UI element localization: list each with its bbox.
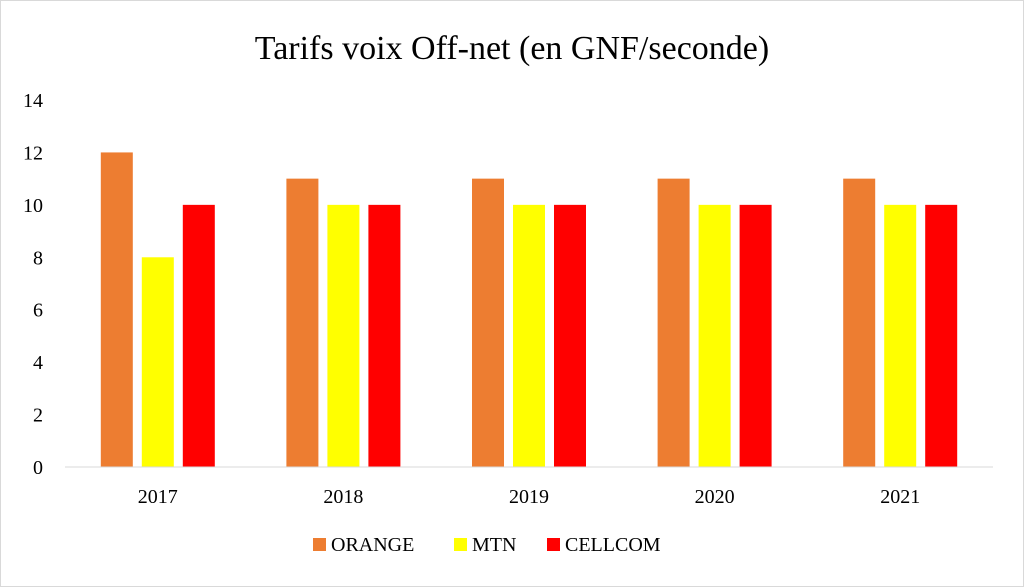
bar-mtn-2020 xyxy=(698,204,731,467)
legend-swatch xyxy=(454,538,467,551)
y-tick-label: 2 xyxy=(33,405,43,427)
x-tick-label: 2018 xyxy=(323,486,363,508)
y-tick-label: 12 xyxy=(23,142,43,164)
x-tick-label: 2021 xyxy=(880,486,920,508)
y-tick-label: 14 xyxy=(23,90,43,112)
y-tick-label: 6 xyxy=(33,300,43,322)
legend-label: MTN xyxy=(472,534,516,556)
y-tick-label: 10 xyxy=(23,195,43,217)
bar-orange-2018 xyxy=(286,178,319,467)
legend-label: CELLCOM xyxy=(565,534,661,556)
legend-swatch xyxy=(547,538,560,551)
bar-orange-2017 xyxy=(100,152,133,467)
y-axis: 0 2 4 6 8 10 12 14 xyxy=(23,90,43,479)
legend-label: ORANGE xyxy=(331,534,414,556)
legend-swatch xyxy=(313,538,326,551)
bar-mtn-2021 xyxy=(884,204,917,467)
bars xyxy=(100,152,958,467)
chart-title: Tarifs voix Off-net (en GNF/seconde) xyxy=(255,30,769,67)
bar-orange-2020 xyxy=(657,178,690,467)
bar-cellcom-2017 xyxy=(182,204,215,467)
x-tick-label: 2017 xyxy=(138,486,178,508)
bar-cellcom-2018 xyxy=(368,204,401,467)
bar-cellcom-2021 xyxy=(925,204,958,467)
bar-orange-2021 xyxy=(843,178,876,467)
y-tick-label: 8 xyxy=(33,247,43,269)
legend-item-mtn: MTN xyxy=(454,534,516,556)
legend: ORANGE MTN CELLCOM xyxy=(313,534,661,556)
legend-item-orange: ORANGE xyxy=(313,534,414,556)
bar-mtn-2019 xyxy=(513,204,545,467)
x-axis: 2017 2018 2019 2020 2021 xyxy=(138,486,920,508)
bar-cellcom-2020 xyxy=(739,204,772,467)
x-tick-label: 2020 xyxy=(695,486,735,508)
bar-mtn-2018 xyxy=(327,204,360,467)
y-tick-label: 0 xyxy=(33,457,43,479)
legend-item-cellcom: CELLCOM xyxy=(547,534,661,556)
bar-mtn-2017 xyxy=(141,257,174,467)
y-tick-label: 4 xyxy=(33,352,43,374)
bar-cellcom-2019 xyxy=(554,204,586,467)
x-tick-label: 2019 xyxy=(509,486,549,508)
bar-orange-2019 xyxy=(472,178,504,467)
